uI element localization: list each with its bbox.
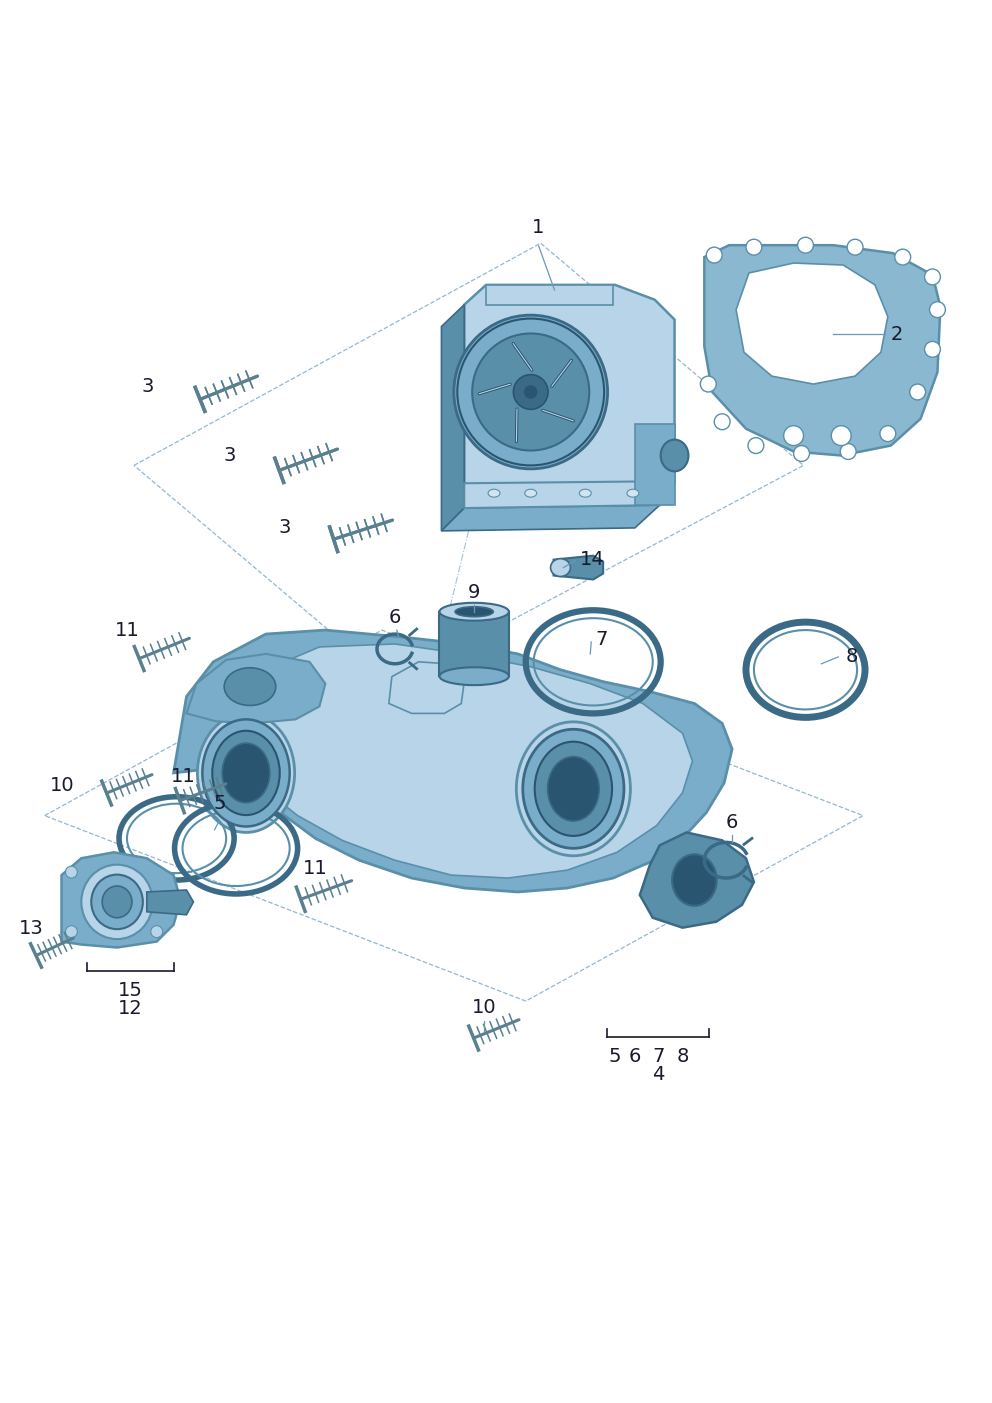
Ellipse shape (551, 558, 570, 577)
Polygon shape (635, 424, 675, 505)
Text: 3: 3 (224, 446, 236, 464)
Polygon shape (554, 556, 603, 579)
Polygon shape (441, 505, 660, 530)
Ellipse shape (454, 316, 607, 469)
Ellipse shape (700, 376, 716, 391)
Ellipse shape (579, 490, 591, 497)
Text: 9: 9 (468, 584, 480, 602)
Text: 1: 1 (532, 219, 544, 237)
Polygon shape (439, 612, 509, 676)
Ellipse shape (798, 237, 813, 253)
Text: 7: 7 (653, 1047, 665, 1066)
Text: 2: 2 (891, 325, 903, 344)
Polygon shape (174, 630, 732, 892)
Ellipse shape (784, 425, 804, 446)
Text: 6: 6 (629, 1047, 641, 1066)
Ellipse shape (222, 744, 270, 803)
Ellipse shape (439, 603, 509, 620)
Polygon shape (464, 285, 675, 508)
Polygon shape (441, 304, 464, 530)
Ellipse shape (516, 721, 631, 856)
Ellipse shape (224, 668, 276, 706)
Ellipse shape (525, 490, 537, 497)
Ellipse shape (548, 756, 599, 821)
Ellipse shape (151, 926, 163, 937)
Ellipse shape (706, 247, 722, 262)
Ellipse shape (714, 414, 730, 429)
Ellipse shape (746, 240, 762, 255)
Ellipse shape (672, 854, 717, 906)
Ellipse shape (197, 713, 295, 832)
Ellipse shape (627, 490, 639, 497)
Polygon shape (640, 832, 754, 927)
Ellipse shape (910, 384, 926, 400)
Ellipse shape (65, 866, 77, 878)
Ellipse shape (748, 438, 764, 453)
Polygon shape (62, 852, 181, 947)
Ellipse shape (514, 375, 548, 410)
Ellipse shape (847, 240, 863, 255)
Text: 8: 8 (845, 647, 857, 666)
Ellipse shape (840, 443, 856, 459)
Text: 13: 13 (20, 919, 44, 937)
Ellipse shape (524, 384, 539, 400)
Text: 4: 4 (652, 1065, 665, 1083)
Polygon shape (186, 654, 325, 724)
Ellipse shape (925, 341, 940, 358)
Ellipse shape (455, 606, 493, 617)
Polygon shape (147, 890, 193, 915)
Ellipse shape (439, 668, 509, 685)
Ellipse shape (880, 425, 896, 442)
Text: 5: 5 (609, 1047, 621, 1066)
Ellipse shape (661, 439, 688, 471)
Text: 7: 7 (595, 630, 607, 650)
Text: 6: 6 (726, 814, 738, 832)
Ellipse shape (535, 742, 612, 836)
Polygon shape (486, 285, 613, 304)
Ellipse shape (831, 425, 851, 446)
Text: 8: 8 (677, 1047, 688, 1066)
Text: 11: 11 (172, 767, 195, 786)
Polygon shape (464, 481, 660, 508)
Polygon shape (223, 644, 692, 878)
Ellipse shape (202, 720, 290, 826)
Polygon shape (389, 662, 464, 713)
Text: 3: 3 (142, 376, 154, 396)
Text: 14: 14 (580, 550, 605, 570)
Ellipse shape (102, 887, 132, 918)
Ellipse shape (895, 250, 911, 265)
Text: 11: 11 (115, 622, 139, 640)
Ellipse shape (91, 874, 143, 929)
Text: 5: 5 (214, 794, 226, 812)
Ellipse shape (930, 302, 945, 317)
Ellipse shape (65, 926, 77, 937)
Text: 6: 6 (389, 607, 401, 627)
Ellipse shape (472, 334, 589, 450)
Ellipse shape (925, 269, 940, 285)
Text: 15: 15 (118, 981, 143, 1000)
Text: 10: 10 (50, 776, 74, 796)
Text: 12: 12 (118, 999, 143, 1019)
Polygon shape (704, 246, 940, 456)
Polygon shape (736, 262, 888, 384)
Ellipse shape (212, 731, 280, 815)
Text: 3: 3 (279, 518, 291, 537)
Ellipse shape (523, 730, 624, 849)
Ellipse shape (794, 446, 809, 462)
Text: 11: 11 (304, 859, 327, 878)
Ellipse shape (81, 864, 153, 939)
Text: 10: 10 (472, 998, 496, 1017)
Ellipse shape (488, 490, 500, 497)
